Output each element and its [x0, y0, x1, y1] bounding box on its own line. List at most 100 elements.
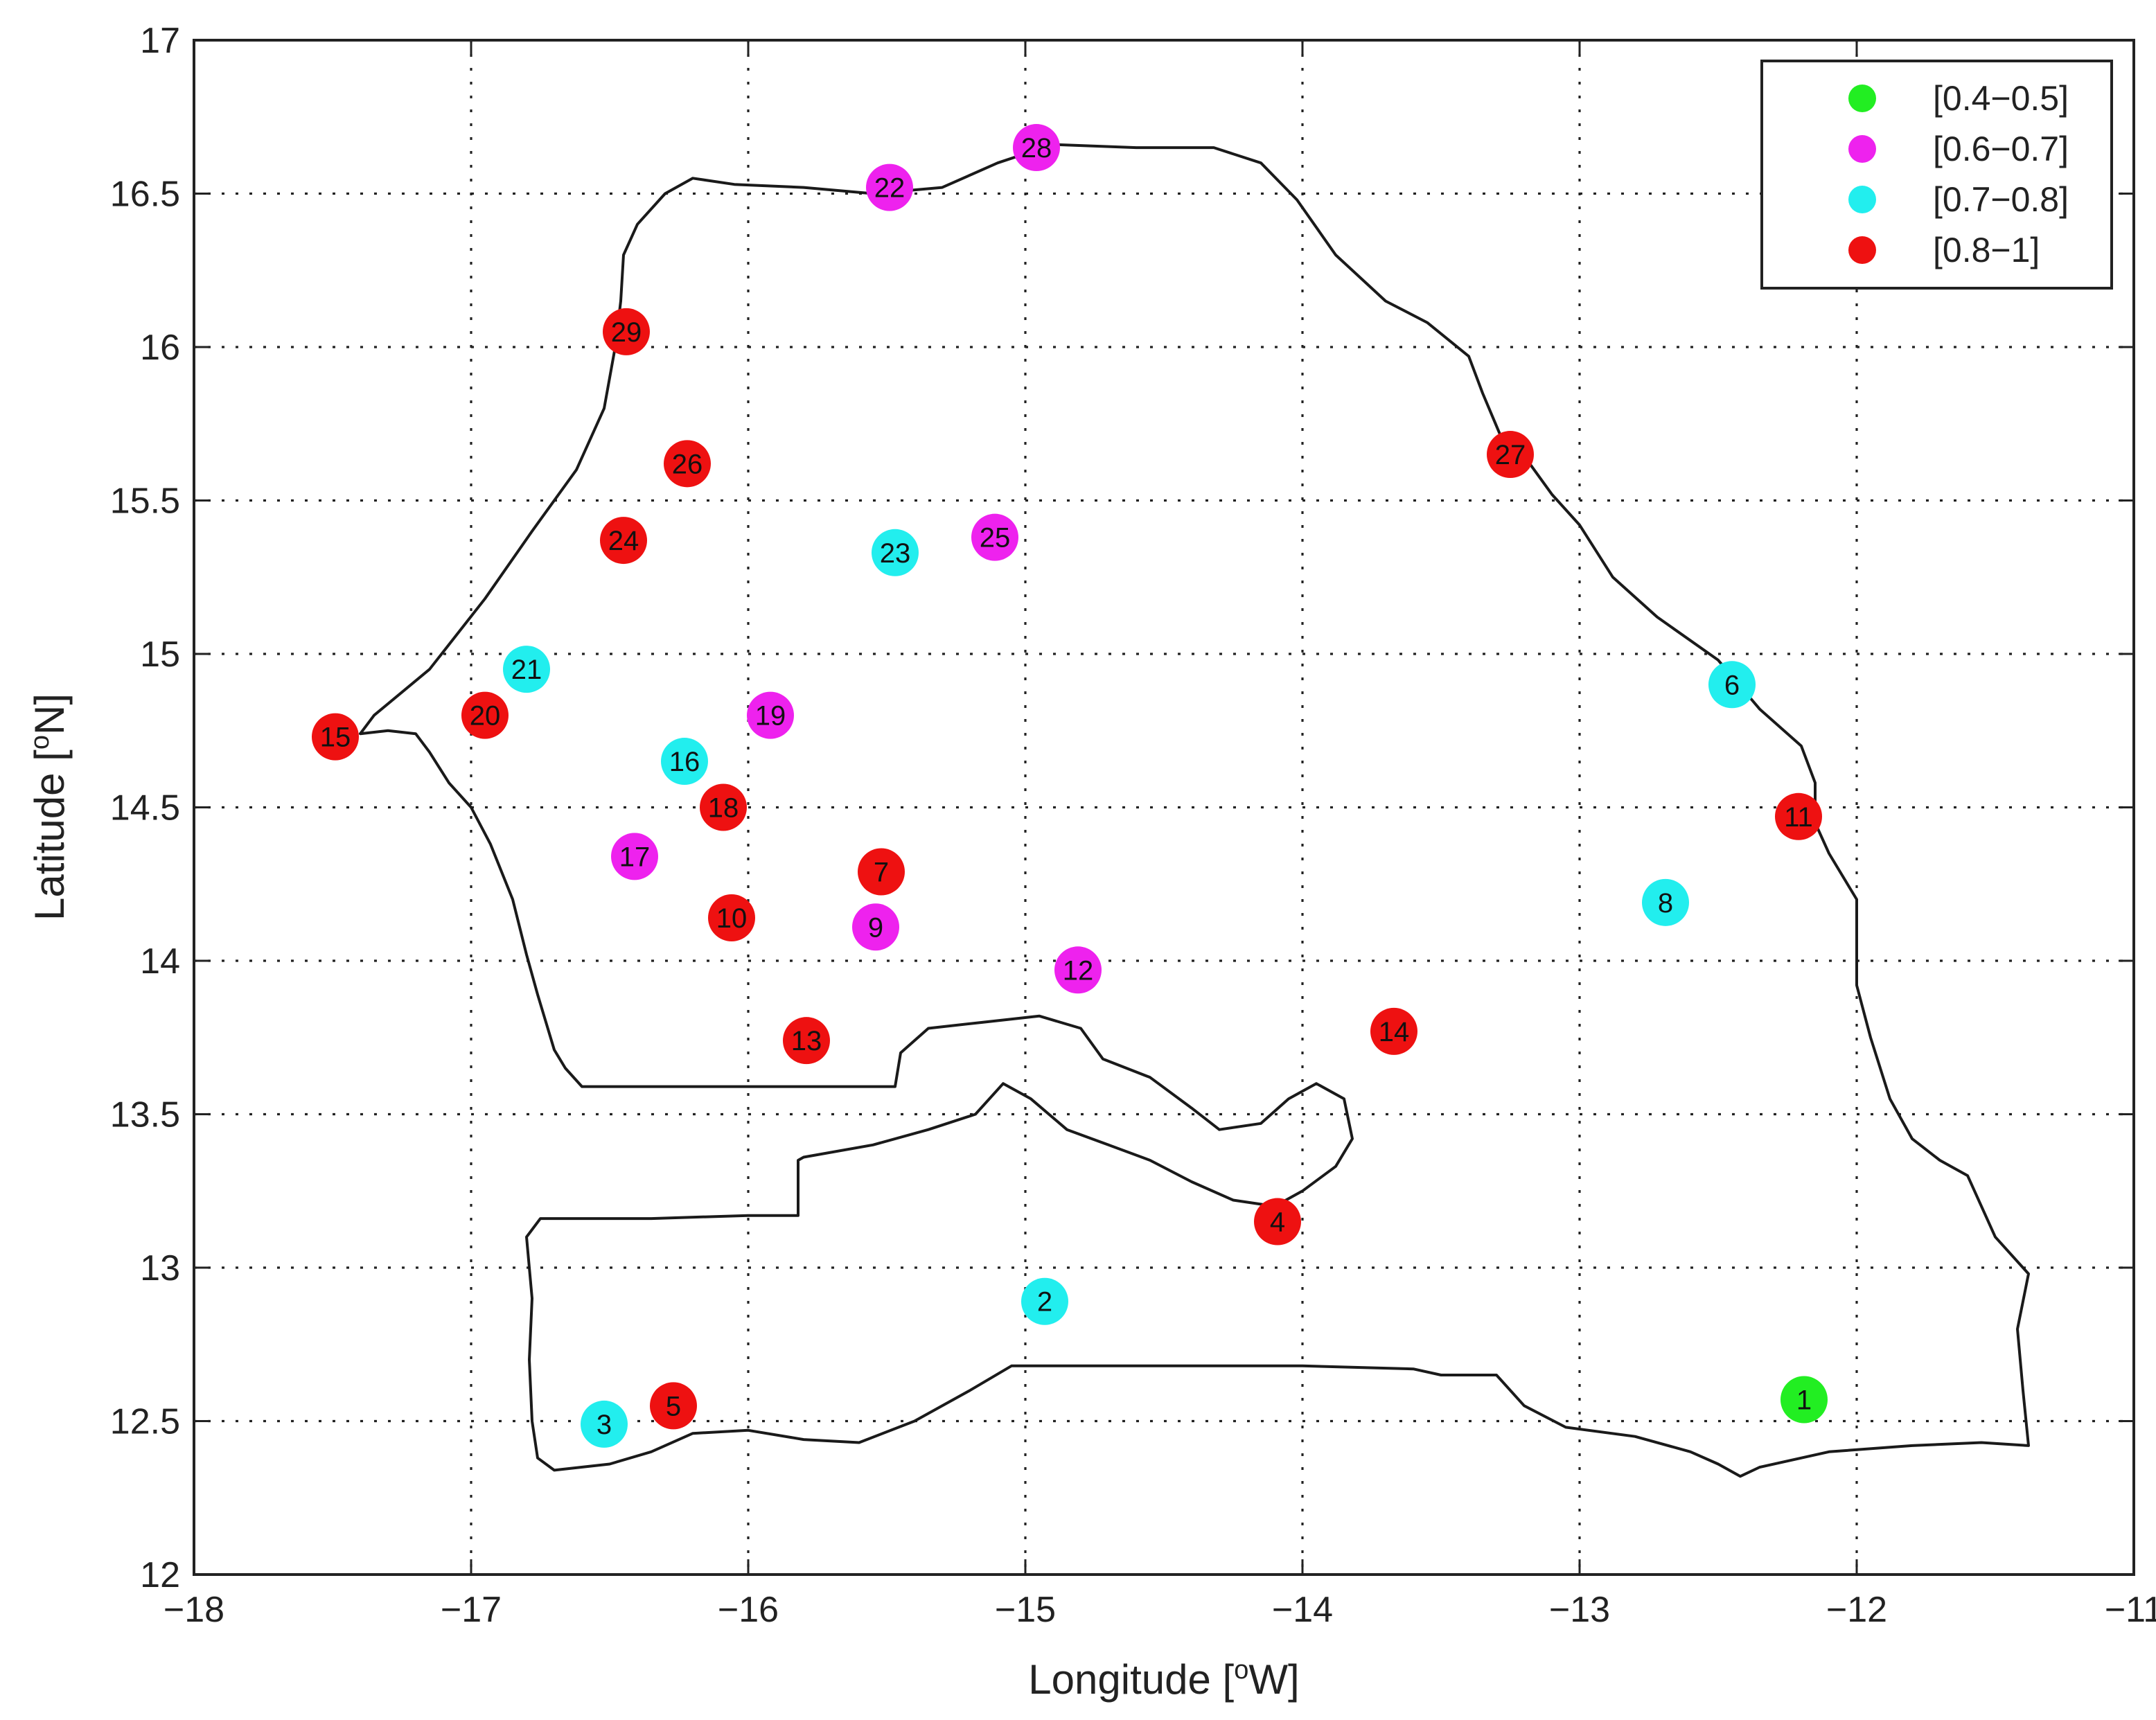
station-marker: [1775, 792, 1822, 840]
station-label: 15: [320, 722, 351, 753]
x-tick-label: −11: [2105, 1590, 2156, 1630]
x-tick-label: −12: [1826, 1590, 1887, 1630]
station-label: 27: [1495, 440, 1526, 470]
station-label: 4: [1270, 1207, 1285, 1238]
station-label: 6: [1724, 670, 1740, 700]
station-marker: [1708, 661, 1756, 709]
y-axis-label: Latitude [oN]: [26, 693, 73, 921]
station-9: 9: [852, 903, 899, 951]
station-5: 5: [650, 1382, 697, 1430]
station-28: 28: [1013, 124, 1060, 172]
station-marker: [611, 833, 658, 880]
station-7: 7: [858, 848, 905, 896]
legend-entry: [0.6−0.7]: [1848, 130, 2069, 168]
legend-entry: [0.4−0.5]: [1848, 79, 2069, 118]
station-marker: [971, 513, 1018, 561]
station-19: 19: [747, 691, 794, 739]
station-6: 6: [1708, 661, 1756, 709]
station-label: 23: [880, 538, 911, 569]
station-marker: [1487, 431, 1534, 479]
y-tick-label: 12.5: [110, 1402, 180, 1442]
station-29: 29: [603, 308, 650, 355]
station-marker: [1021, 1277, 1068, 1325]
station-label: 18: [708, 793, 739, 824]
station-24: 24: [600, 517, 647, 565]
x-tick-label: −13: [1549, 1590, 1610, 1630]
senegal-border: [359, 143, 2030, 1478]
x-tick-label: −15: [995, 1590, 1056, 1630]
station-label: 22: [874, 173, 905, 204]
legend-entry: [0.7−0.8]: [1848, 180, 2069, 219]
station-13: 13: [783, 1017, 830, 1065]
station-marker: [603, 308, 650, 355]
legend-marker: [1848, 236, 1876, 264]
x-tick-label: −17: [441, 1590, 502, 1630]
station-marker: [747, 691, 794, 739]
station-label: 21: [511, 655, 542, 685]
station-8: 8: [1642, 878, 1689, 926]
legend-box: [1760, 60, 2113, 290]
station-marker: [581, 1400, 628, 1448]
station-18: 18: [700, 783, 747, 831]
y-tick-labels: 12 12.5 13 13.5 14 14.5 15 15.5 16 16.5 17: [110, 21, 180, 1595]
station-label: 1: [1796, 1385, 1812, 1415]
station-4: 4: [1254, 1198, 1301, 1245]
station-marker: [1013, 124, 1060, 172]
station-label: 3: [597, 1410, 612, 1440]
legend-label: [0.4−0.5]: [1933, 79, 2069, 118]
station-label: 12: [1063, 955, 1094, 986]
station-marker: [783, 1017, 830, 1065]
legend-marker: [1848, 135, 1876, 163]
legend-marker: [1848, 186, 1876, 213]
station-label: 10: [716, 903, 748, 934]
station-marker: [1254, 1198, 1301, 1245]
legend-marker: [1848, 85, 1876, 112]
station-14: 14: [1370, 1007, 1417, 1055]
y-tick-label: 16.5: [110, 175, 180, 215]
station-label: 19: [755, 701, 786, 732]
station-marker: [852, 903, 899, 951]
station-marker: [700, 783, 747, 831]
station-label: 16: [669, 747, 700, 777]
station-marker: [1054, 946, 1102, 994]
y-tick-label: 15.5: [110, 481, 180, 522]
station-10: 10: [708, 894, 755, 941]
station-label: 11: [1784, 802, 1813, 833]
station-label: 8: [1658, 888, 1673, 919]
station-marker: [858, 848, 905, 896]
station-marker: [600, 517, 647, 565]
station-label: 13: [791, 1026, 822, 1056]
station-label: 29: [611, 317, 642, 348]
station-2: 2: [1021, 1277, 1068, 1325]
station-22: 22: [866, 163, 913, 211]
station-23: 23: [872, 529, 919, 576]
station-25: 25: [971, 513, 1018, 561]
station-label: 28: [1021, 133, 1052, 163]
x-tick-label: −18: [164, 1590, 224, 1630]
y-tick-label: 12: [140, 1555, 180, 1595]
station-27: 27: [1487, 431, 1534, 479]
station-marker: [312, 713, 359, 761]
legend: [0.4−0.5] [0.6−0.7] [0.7−0.8] [0.8−1]: [1760, 60, 2113, 290]
station-label: 14: [1379, 1017, 1410, 1047]
station-label: 2: [1037, 1287, 1052, 1318]
x-axis-label: Longitude [oW]: [1028, 1656, 1299, 1703]
y-tick-label: 14.5: [110, 788, 180, 828]
station-marker: [650, 1382, 697, 1430]
station-marker: [872, 529, 919, 576]
station-marker: [503, 646, 550, 693]
y-tick-label: 15: [140, 635, 180, 675]
station-15: 15: [312, 713, 359, 761]
x-tick-label: −16: [718, 1590, 779, 1630]
station-label: 24: [608, 526, 639, 556]
station-label: 25: [980, 523, 1011, 553]
station-20: 20: [461, 691, 509, 739]
x-tick-label: −14: [1272, 1590, 1333, 1630]
station-label: 20: [470, 701, 501, 732]
station-1: 1: [1781, 1376, 1828, 1424]
station-marker: [664, 440, 711, 488]
station-label: 7: [874, 858, 889, 888]
station-label: 17: [619, 842, 651, 872]
